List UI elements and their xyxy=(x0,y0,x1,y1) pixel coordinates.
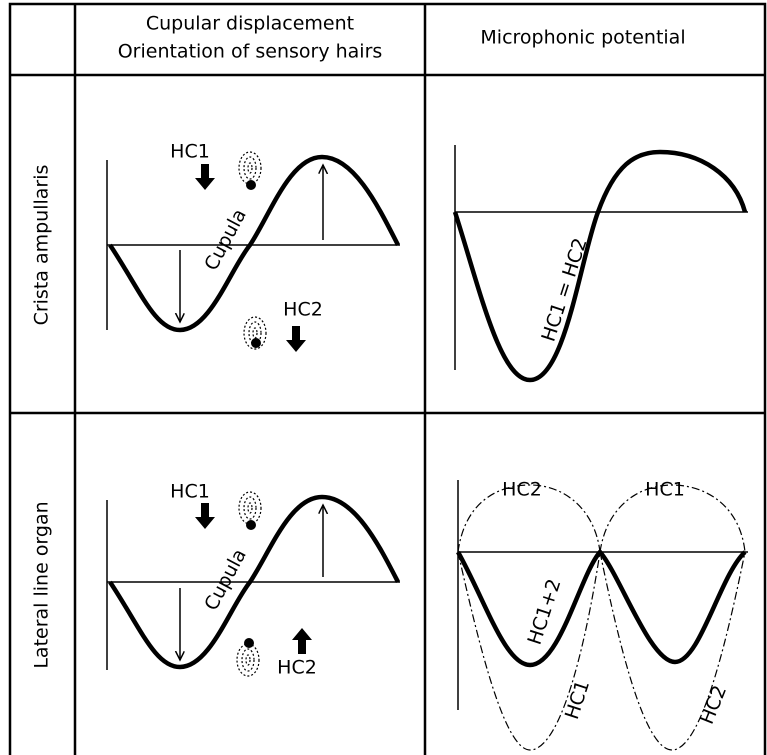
figure: Cupular displacement Orientation of sens… xyxy=(0,0,767,755)
hc2-label: HC2 xyxy=(502,479,542,501)
cupula-diagram xyxy=(107,152,400,352)
cupula-label: Cupula xyxy=(200,205,251,274)
header-col1-line2: Orientation of sensory hairs xyxy=(118,41,383,63)
cupula-diagram xyxy=(107,492,400,676)
hc1-label: HC1 xyxy=(170,141,210,163)
cupula-label: Cupula xyxy=(200,545,251,614)
hc1-label: HC1 xyxy=(645,479,685,501)
hc2-label: HC2 xyxy=(696,682,731,727)
hc2-label: HC2 xyxy=(277,657,317,679)
row-label: Crista ampullaris xyxy=(31,165,53,326)
row-label: Lateral line organ xyxy=(31,501,53,668)
hc1-label: HC1 xyxy=(561,678,594,723)
header-col1-line1: Cupular displacement xyxy=(146,13,354,35)
header-col2: Microphonic potential xyxy=(480,27,685,49)
potential-diagram xyxy=(455,145,748,380)
hc1-label: HC1 xyxy=(170,481,210,503)
hc2-label: HC2 xyxy=(283,299,323,321)
